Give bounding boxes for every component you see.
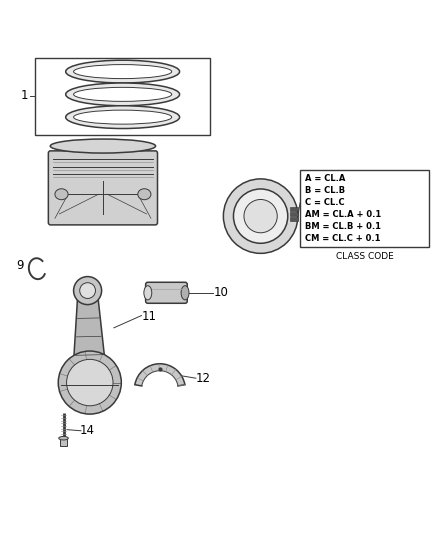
Ellipse shape [138, 189, 151, 200]
Ellipse shape [74, 64, 172, 78]
Text: CLASS CODE: CLASS CODE [336, 252, 393, 261]
Circle shape [74, 277, 102, 304]
Ellipse shape [59, 437, 68, 440]
Text: A = CL.A: A = CL.A [305, 174, 346, 182]
Text: BM = CL.B + 0.1: BM = CL.B + 0.1 [305, 222, 381, 231]
Circle shape [244, 199, 277, 233]
Bar [290, 207, 298, 211]
Bar [300, 170, 429, 247]
Ellipse shape [66, 106, 180, 128]
Text: B = CL.B: B = CL.B [305, 185, 346, 195]
Ellipse shape [55, 189, 68, 200]
Text: C = CL.C: C = CL.C [305, 198, 345, 207]
Text: AM = CL.A + 0.1: AM = CL.A + 0.1 [305, 210, 381, 219]
Text: 14: 14 [80, 424, 95, 437]
Ellipse shape [144, 286, 152, 300]
Text: 10: 10 [214, 286, 229, 300]
Polygon shape [135, 364, 185, 386]
Bar [290, 217, 298, 221]
Bar [35, 59, 210, 135]
FancyBboxPatch shape [48, 151, 158, 225]
Ellipse shape [74, 87, 172, 101]
Ellipse shape [66, 83, 180, 106]
Bar [60, 438, 67, 446]
Text: 12: 12 [196, 372, 211, 385]
Polygon shape [72, 290, 107, 383]
Text: CM = CL.C + 0.1: CM = CL.C + 0.1 [305, 235, 381, 244]
Ellipse shape [181, 286, 189, 300]
Circle shape [233, 189, 288, 243]
Circle shape [223, 179, 298, 253]
FancyBboxPatch shape [145, 282, 187, 303]
Text: 11: 11 [141, 310, 156, 324]
Text: 3: 3 [119, 140, 126, 152]
Ellipse shape [74, 110, 172, 124]
Text: 1: 1 [20, 89, 28, 102]
Circle shape [80, 282, 95, 298]
Ellipse shape [66, 60, 180, 83]
Text: 9: 9 [16, 259, 24, 272]
Ellipse shape [50, 139, 155, 153]
Circle shape [58, 351, 121, 414]
Bar [290, 212, 298, 216]
Circle shape [67, 359, 113, 406]
